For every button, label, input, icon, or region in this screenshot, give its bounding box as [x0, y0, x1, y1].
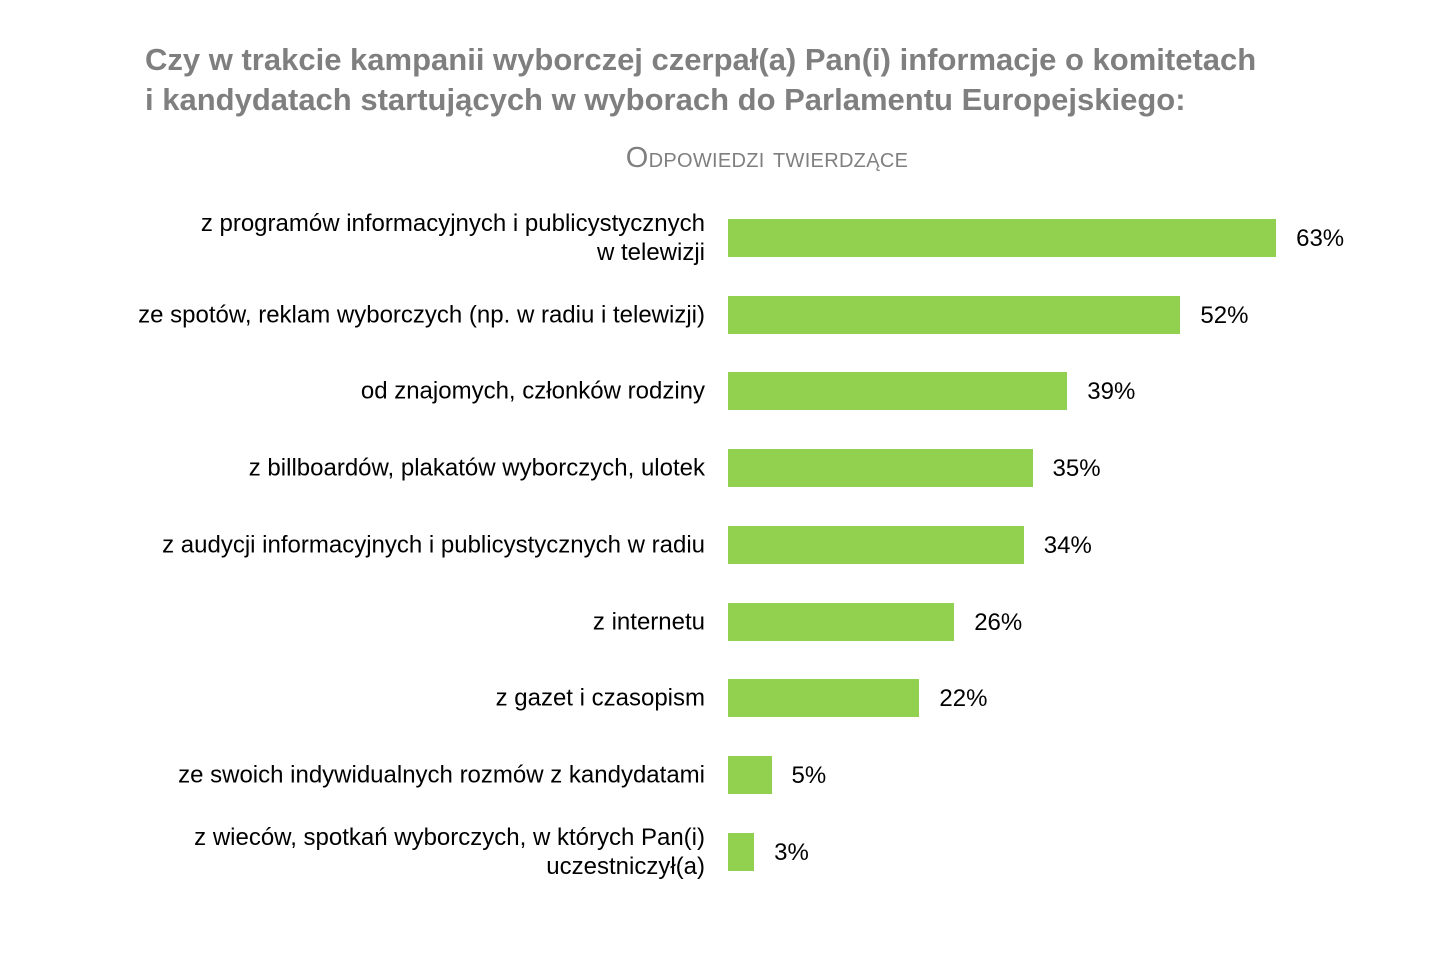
- bar: [728, 602, 955, 641]
- category-label-line: z programów informacyjnych i publicystyc…: [200, 210, 705, 237]
- category-label-line: od znajomych, członków rodziny: [360, 377, 705, 405]
- category-label-line: uczestniczył(a): [546, 852, 705, 880]
- chart-title-line: i kandydatach startujących w wyborach do…: [145, 82, 1186, 117]
- category-label-line: ze swoich indywidualnych rozmów z kandyd…: [178, 761, 705, 789]
- value-label: 34%: [1043, 531, 1092, 559]
- category-label: z internetu: [593, 607, 705, 636]
- bar: [728, 295, 1181, 334]
- chart-subtitle: Odpowiedzi twierdzące: [625, 142, 909, 174]
- category-label-line: w telewizji: [596, 239, 705, 266]
- category-label: z programów informacyjnych i publicystyc…: [201, 209, 705, 267]
- category-label: z billboardów, plakatów wyborczych, ulot…: [249, 454, 705, 483]
- category-label: ze spotów, reklam wyborczych (np. w radi…: [138, 300, 705, 329]
- value-label: 22%: [939, 685, 988, 713]
- value-label: 35%: [1052, 455, 1101, 483]
- category-label-line: ze spotów, reklam wyborczych (np. w radi…: [138, 301, 705, 329]
- category-label-line: z gazet i czasopism: [495, 684, 705, 712]
- category-label: ze swoich indywidualnych rozmów z kandyd…: [178, 760, 705, 789]
- chart-title: Czy w trakcie kampanii wyborczej czerpał…: [145, 40, 1256, 120]
- category-label: od znajomych, członków rodziny: [361, 377, 705, 406]
- category-label: z gazet i czasopism: [496, 684, 705, 713]
- category-label-line: z billboardów, plakatów wyborczych, ulot…: [248, 454, 705, 482]
- bar: [728, 832, 755, 871]
- bar: [728, 755, 772, 794]
- category-label-line: z wieców, spotkań wyborczych, w których …: [194, 823, 705, 851]
- category-label: z wieców, spotkań wyborczych, w których …: [194, 823, 705, 881]
- bar: [728, 679, 920, 718]
- bar: [728, 372, 1068, 411]
- bar: [728, 219, 1277, 257]
- chart-title-line: Czy w trakcie kampanii wyborczej czerpał…: [145, 42, 1257, 77]
- bar: [728, 525, 1024, 564]
- value-label: 26%: [974, 608, 1023, 636]
- value-label: 39%: [1087, 378, 1136, 406]
- value-label: 5%: [791, 761, 827, 789]
- category-label-line: z audycji informacyjnych i publicystyczn…: [162, 531, 705, 559]
- value-label: 52%: [1200, 301, 1249, 329]
- bar: [728, 449, 1033, 488]
- category-label: z audycji informacyjnych i publicystyczn…: [162, 530, 705, 559]
- value-label: 3%: [774, 838, 809, 866]
- value-label: 63%: [1296, 225, 1345, 252]
- category-label-line: z internetu: [592, 608, 705, 635]
